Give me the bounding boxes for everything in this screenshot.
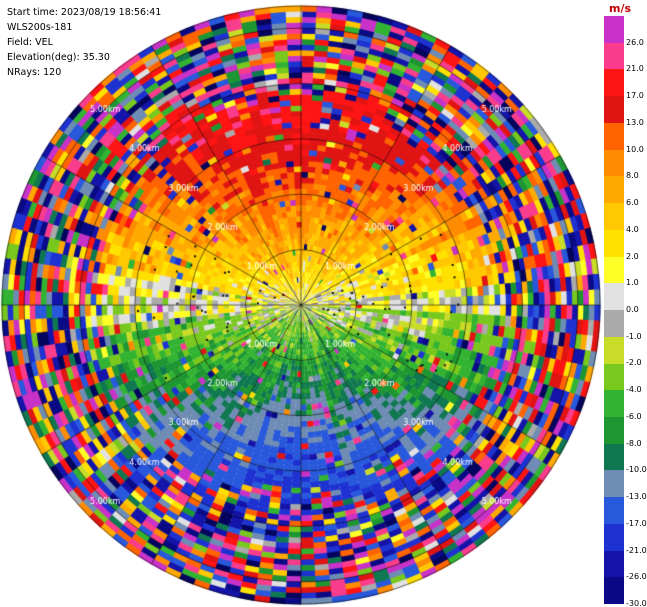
colorbar-segment [604,176,624,204]
nrays-text: NRays: 120 [7,67,62,78]
colorbar-tick-label: 8.0 [625,171,640,181]
colorbar-tick-label: 0.0 [625,305,640,314]
colorbar-segment [604,122,624,150]
colorbar-segment [604,443,624,471]
start-time-text: Start time: 2023/08/19 18:56:41 [7,7,162,18]
colorbar-tick-label: 2.0 [625,251,640,261]
colorbar-tick-label: 17.0 [625,91,645,101]
colorbar-tick-label: -17.0 [625,518,647,528]
colorbar-segment [604,69,624,97]
colorbar-tick-label: -1.0 [625,331,643,341]
colorbar-gradient [604,16,624,605]
colorbar-segment [604,16,624,43]
colorbar-tick-label: -4.0 [625,385,643,395]
colorbar-tick-label: -2.0 [625,358,643,368]
colorbar-segment [604,390,624,418]
colorbar-segment [604,363,624,391]
colorbar-segment [604,336,624,364]
colorbar-segment [604,577,624,605]
colorbar-tick-label: 6.0 [625,198,640,208]
colorbar-segment [604,470,624,498]
field-text: Field: VEL [7,37,53,48]
colorbar-segment [604,497,624,524]
colorbar-segment [604,96,624,123]
colorbar-tick-label: 10.0 [625,144,645,154]
colorbar-tick-label: 21.0 [625,64,645,74]
colorbar-segment [604,149,624,177]
elevation-text: Elevation(deg): 35.30 [7,52,110,63]
colorbar-tick-label: -8.0 [625,438,643,448]
colorbar-tick-label: 4.0 [625,224,640,234]
colorbar-segment [604,203,624,230]
colorbar-segment [604,229,624,257]
colorbar-tick-label: 13.0 [625,117,645,127]
colorbar: m/s 26.0 21.0 17.0 13.0 10.0 8.0 6.0 4.0 2.0 1.0 0… [602,0,647,607]
colorbar-tick-label: -26.0 [625,572,647,582]
colorbar-ticks: 26.0 21.0 17.0 13.0 10.0 8.0 6.0 4.0 2.0 1.0 0.0 -1… [625,16,647,607]
colorbar-segment [604,310,624,337]
colorbar-tick-label: 1.0 [625,278,640,288]
colorbar-segment [604,417,624,444]
instrument-text: WLS200s-181 [7,22,73,33]
colorbar-tick-label: -10.0 [625,465,647,475]
colorbar-segment [604,283,624,311]
colorbar-units-label: m/s [609,2,632,15]
colorbar-tick-label: -30.0 [625,599,647,607]
scan-info: Start time: 2023/08/19 18:56:41 WLS200s-… [7,5,161,80]
colorbar-tick-label: -13.0 [625,492,647,502]
colorbar-segment [604,550,624,578]
colorbar-segment [604,42,624,70]
colorbar-tick-label: -21.0 [625,545,647,555]
colorbar-tick-label: -6.0 [625,411,643,421]
colorbar-tick-label: 26.0 [625,37,645,47]
colorbar-segment [604,523,624,551]
colorbar-segment [604,256,624,284]
